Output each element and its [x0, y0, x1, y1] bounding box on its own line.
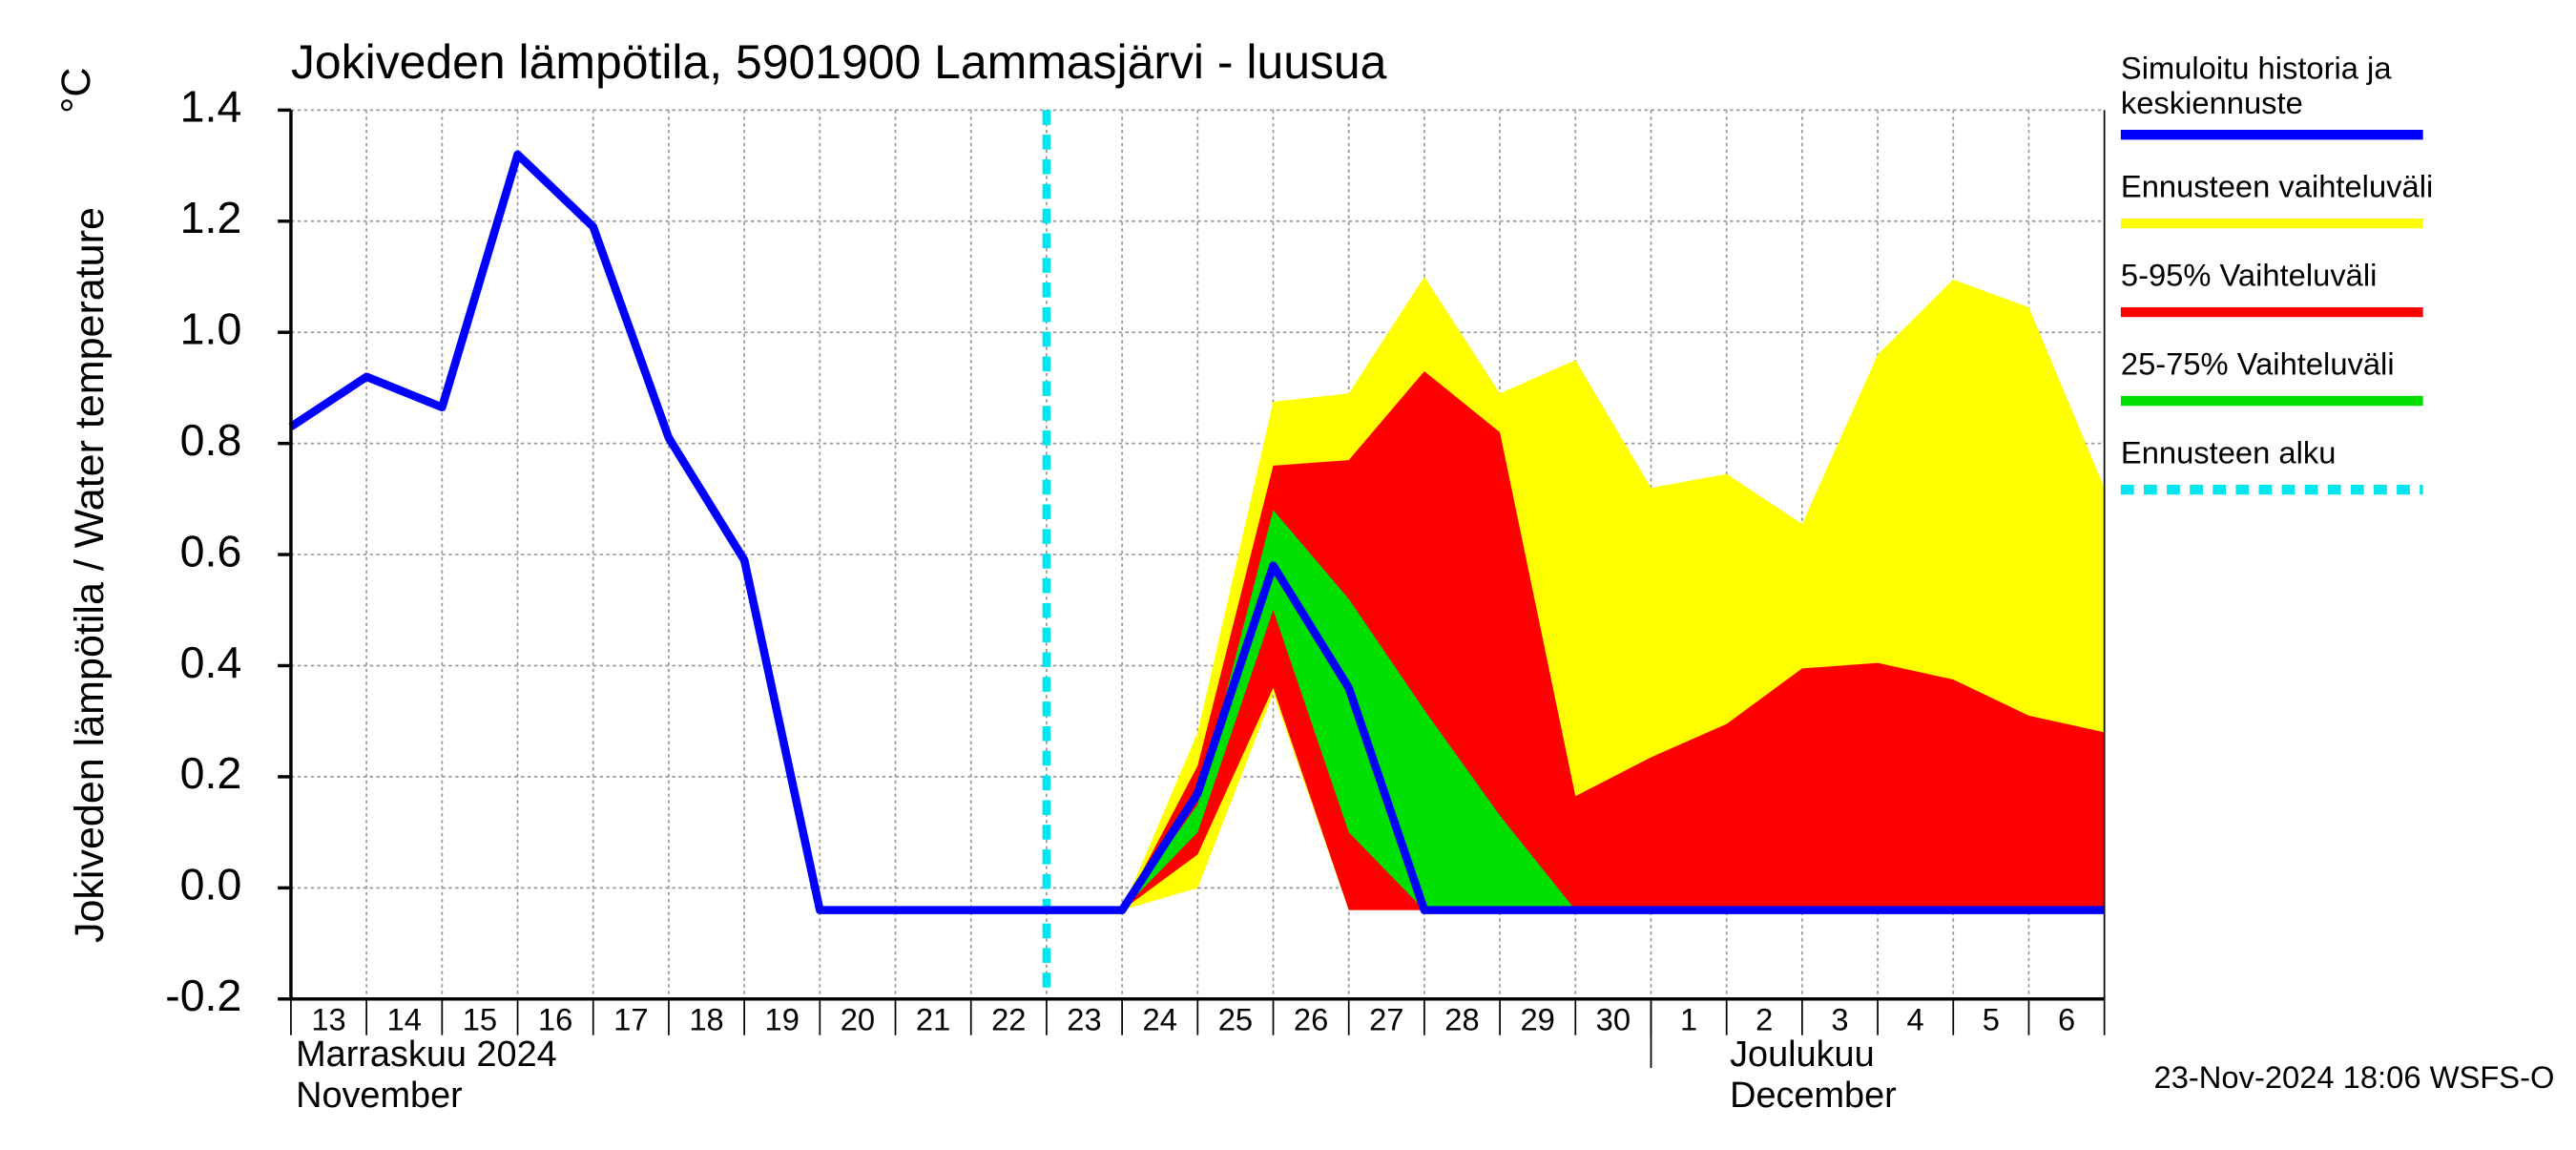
x-tick-label: 23: [1067, 1002, 1101, 1037]
footer: 23-Nov-2024 18:06 WSFS-O: [2154, 1059, 2555, 1095]
y-tick-label: 1.2: [180, 193, 242, 242]
x-tick-label: 2: [1755, 1002, 1773, 1037]
x-tick-label: 24: [1143, 1002, 1177, 1037]
x-tick-label: 27: [1369, 1002, 1403, 1037]
y-axis-unit: °C: [53, 68, 99, 114]
y-tick-label: 0.2: [180, 748, 242, 798]
x-tick-label: 19: [765, 1002, 800, 1037]
band-area: [1122, 510, 2105, 910]
x-tick-label: 1: [1680, 1002, 1697, 1037]
y-tick-label: 0.4: [180, 638, 242, 687]
legend-label-box: Ennusteen vaihteluväli: [2120, 171, 2434, 206]
legend-label: Ennusteen alku: [2120, 436, 2337, 472]
legend-label-box: Simuloitu historia ja keskiennuste: [2120, 52, 2392, 122]
y-tick-label: 1.4: [180, 82, 242, 132]
x-tick-label: 28: [1444, 1002, 1479, 1037]
legend-label: Ennusteen vaihteluväli: [2120, 171, 2434, 206]
x-tick-label: 13: [311, 1002, 345, 1037]
x-tick-label: 29: [1520, 1002, 1554, 1037]
legend-label-box: Ennusteen alku: [2120, 436, 2337, 472]
y-tick-label: -0.2: [165, 971, 241, 1020]
x-tick-label: 5: [1983, 1002, 2000, 1037]
month-label: November: [296, 1076, 463, 1116]
x-tick-label: 30: [1596, 1002, 1631, 1037]
x-tick-label: 25: [1218, 1002, 1253, 1037]
legend-label-box: 5-95% Vaihteluväli: [2120, 260, 2378, 295]
legend-label: 5-95% Vaihteluväli: [2120, 260, 2378, 295]
x-tick-label: 20: [841, 1002, 875, 1037]
legend-label-box: 25-75% Vaihteluväli: [2120, 347, 2395, 384]
x-tick-label: 14: [387, 1002, 422, 1037]
x-tick-label: 26: [1294, 1002, 1328, 1037]
x-tick-label: 22: [991, 1002, 1026, 1037]
x-tick-label: 18: [689, 1002, 723, 1037]
x-tick-label: 16: [538, 1002, 572, 1037]
series-line: [288, 150, 2105, 914]
x-tick-label: 15: [463, 1002, 497, 1037]
y-tick-label: 0.6: [180, 526, 242, 575]
y-tick-label: 0.0: [180, 860, 242, 910]
legend-label: Simuloitu historia ja keskiennuste: [2120, 52, 2392, 122]
y-tick-label: 1.0: [180, 303, 242, 353]
month-label: December: [1730, 1076, 1897, 1116]
y-tick-label: 0.8: [180, 415, 242, 465]
month-label: Joulukuu: [1730, 1035, 1875, 1075]
x-tick-label: 17: [613, 1002, 648, 1037]
y-axis-label: Jokiveden lämpötila / Water temperature: [67, 207, 113, 943]
x-tick-label: 4: [1907, 1002, 1924, 1037]
legend-label: 25-75% Vaihteluväli: [2120, 347, 2395, 384]
x-tick-label: 21: [916, 1002, 950, 1037]
x-tick-label: 6: [2058, 1002, 2075, 1037]
chart-title: Jokiveden lämpötila, 5901900 Lammasjärvi…: [291, 35, 1387, 89]
month-label: Marraskuu 2024: [296, 1035, 557, 1075]
x-tick-label: 3: [1831, 1002, 1848, 1037]
